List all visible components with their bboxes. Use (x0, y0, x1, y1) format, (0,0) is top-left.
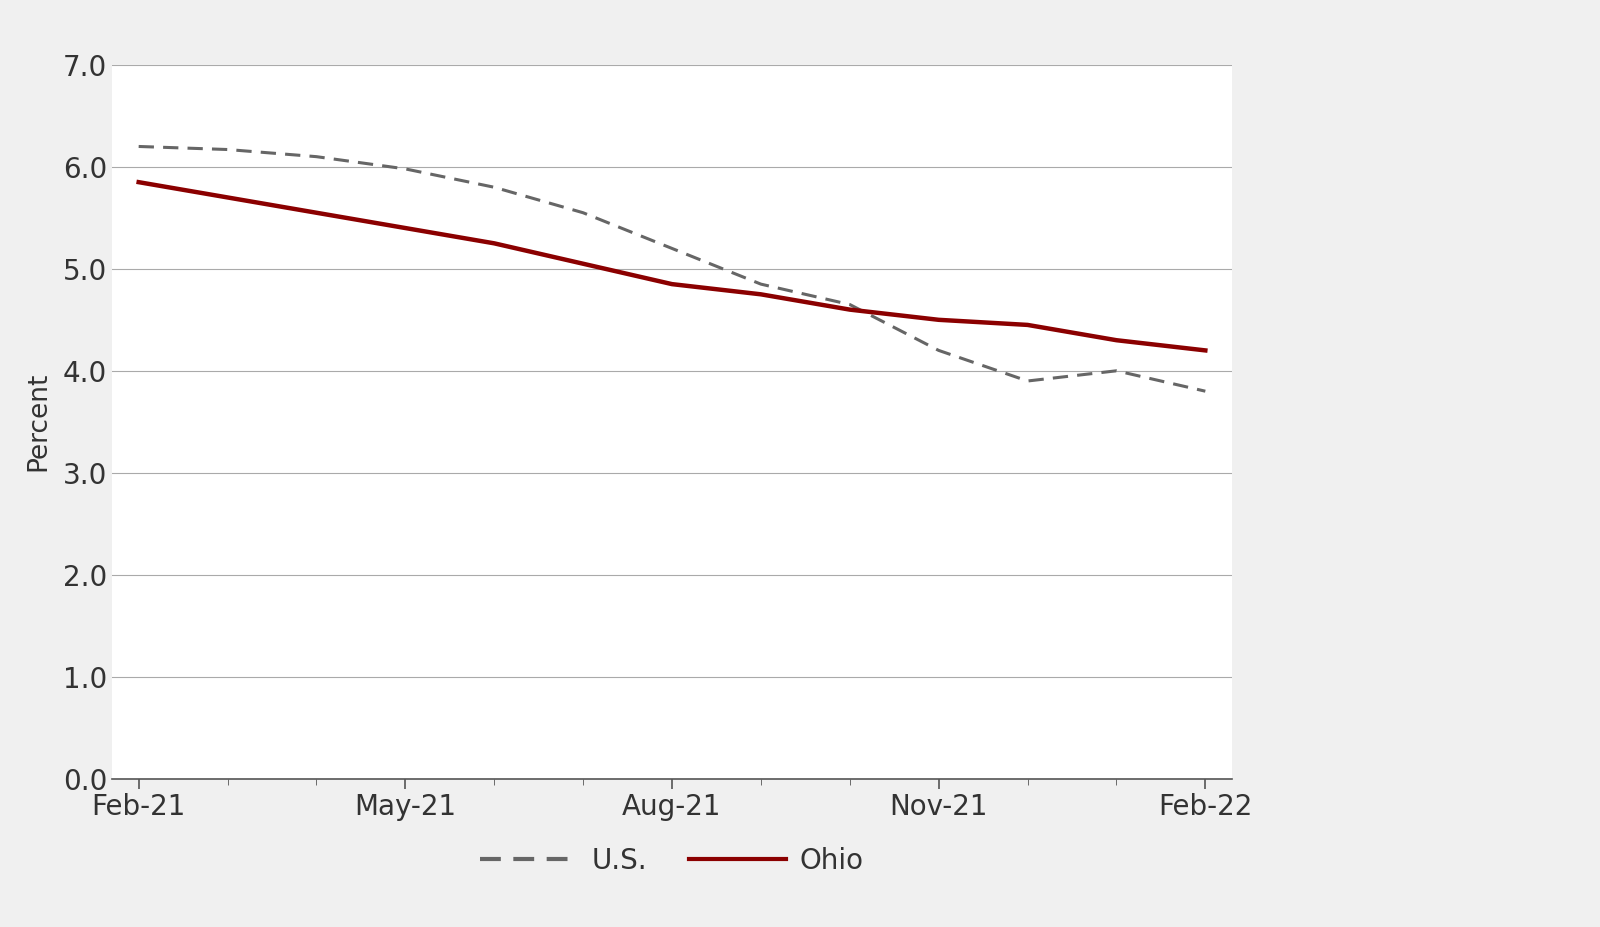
Ohio (1018, 320, 1037, 331)
Ohio (485, 238, 504, 249)
U.S. (307, 151, 326, 162)
U.S. (930, 345, 949, 356)
Ohio (840, 304, 859, 315)
U.S. (840, 299, 859, 311)
Ohio (662, 279, 682, 290)
U.S. (218, 144, 237, 155)
Ohio (1107, 335, 1126, 346)
Ohio (307, 208, 326, 219)
Ohio (130, 177, 149, 188)
Ohio (1195, 345, 1214, 356)
U.S. (130, 141, 149, 152)
Ohio (752, 289, 771, 300)
Line: Ohio: Ohio (139, 183, 1205, 350)
Y-axis label: Percent: Percent (26, 372, 51, 472)
Ohio (573, 259, 592, 270)
U.S. (1195, 386, 1214, 397)
U.S. (662, 243, 682, 254)
U.S. (752, 279, 771, 290)
Legend: U.S., Ohio: U.S., Ohio (469, 836, 875, 886)
Ohio (218, 192, 237, 203)
U.S. (573, 208, 592, 219)
U.S. (1107, 365, 1126, 376)
Ohio (395, 222, 414, 234)
U.S. (395, 163, 414, 174)
Ohio (930, 314, 949, 325)
U.S. (485, 182, 504, 193)
U.S. (1018, 375, 1037, 387)
Line: U.S.: U.S. (139, 146, 1205, 391)
